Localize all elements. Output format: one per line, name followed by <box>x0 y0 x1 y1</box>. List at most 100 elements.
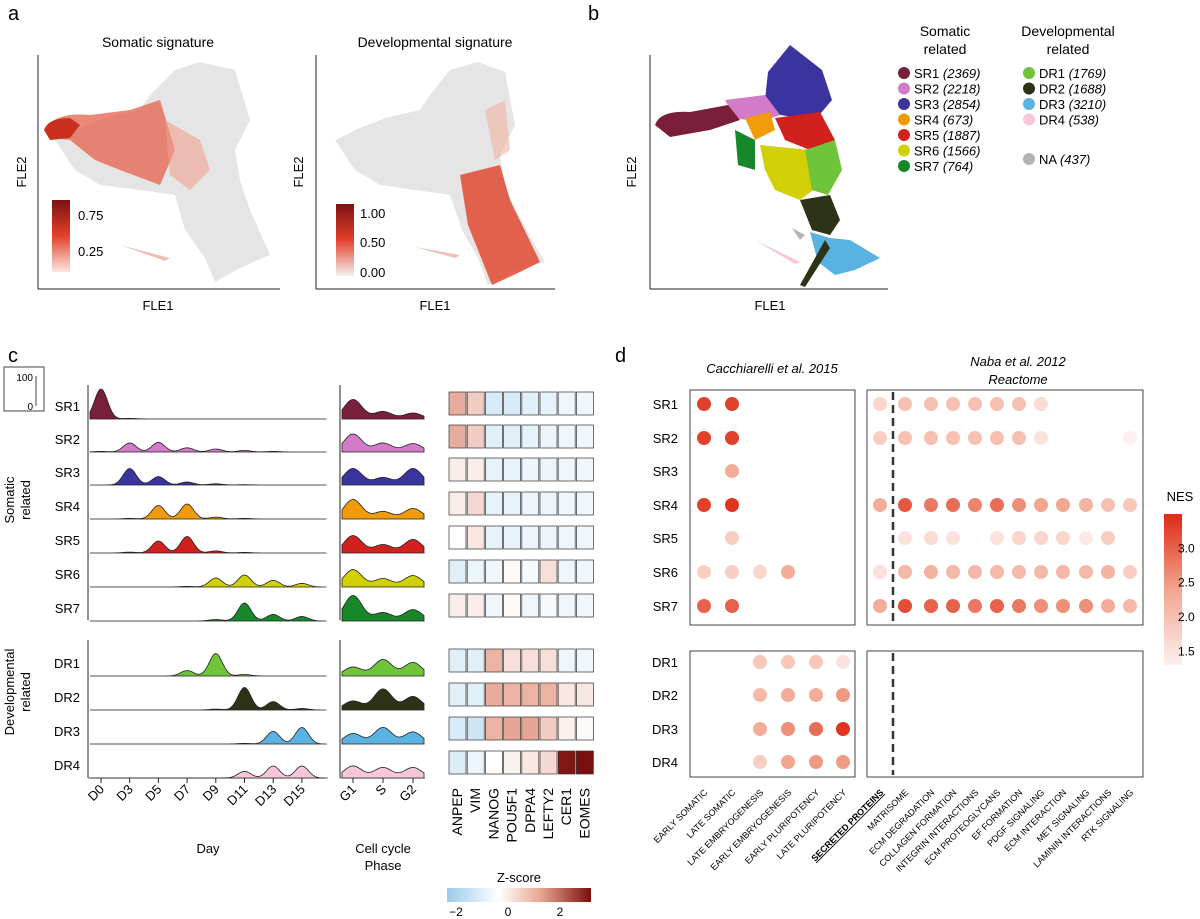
heatmap-cell <box>503 525 521 550</box>
plot-frame <box>689 650 856 778</box>
group-label-somatic: related <box>18 480 33 520</box>
heatmap-cell <box>503 682 521 707</box>
heatmap-cell <box>557 716 576 741</box>
nes-dot <box>1012 397 1026 411</box>
nes-dot <box>753 655 767 669</box>
row-label: DR2 <box>54 690 80 705</box>
heatmap-cell <box>539 682 558 707</box>
cluster-embedding <box>655 45 880 287</box>
legend-item-label: NA (437) <box>1039 152 1090 167</box>
nes-dot <box>924 397 938 411</box>
legend-header-developmental: related <box>1047 41 1090 57</box>
plot-frame <box>866 650 1144 778</box>
heatmap-cell <box>448 559 467 584</box>
heatmap-cell <box>485 457 503 482</box>
nes-dot <box>946 431 960 445</box>
left-panel-title: Cacchiarelli et al. 2015 <box>706 361 838 376</box>
heatmap-column-label: POU5F1 <box>504 788 520 843</box>
legend-item-sr2: SR2 (2218) <box>898 82 980 97</box>
legend-swatch <box>1023 153 1035 165</box>
row-label: SR2 <box>55 432 80 447</box>
heatmap-cell <box>503 391 521 416</box>
plot-frame <box>689 389 856 626</box>
x-axis-label-phase: Phase <box>365 858 402 873</box>
day-tick-label: D5 <box>142 782 164 804</box>
nes-dot <box>990 498 1004 512</box>
heatmap-cell <box>503 716 521 741</box>
nes-dot <box>1012 599 1026 613</box>
nes-dot <box>990 565 1004 579</box>
heatmap-cell <box>576 750 594 775</box>
legend-item-label: SR1 (2369) <box>914 66 980 81</box>
nes-tick-label: 2.0 <box>1178 610 1195 624</box>
row-label: SR1 <box>55 399 80 414</box>
day-ridge-sr4 <box>90 503 326 520</box>
nes-dot <box>809 722 823 736</box>
nes-dot <box>924 565 938 579</box>
day-tick-label: D15 <box>281 782 308 809</box>
nes-dot <box>697 431 711 445</box>
heatmap-cell <box>557 457 576 482</box>
legend-item-sr5: SR5 (1887) <box>898 128 980 143</box>
cluster-legend: Somatic related Developmental related SR… <box>898 23 1115 174</box>
nes-dot <box>781 722 795 736</box>
nes-dotplot: Cacchiarelli et al. 2015 Naba et al. 201… <box>652 354 1195 874</box>
legend-item-label: DR2 (1688) <box>1039 82 1106 97</box>
legend-swatch <box>1023 98 1035 110</box>
heatmap-cell <box>576 559 594 584</box>
heatmap-cell <box>521 424 540 449</box>
heatmap-cell <box>539 593 558 618</box>
heatmap-cell <box>521 559 540 584</box>
nes-dot <box>725 565 739 579</box>
nes-dot <box>1079 599 1093 613</box>
day-tick-label: D11 <box>224 782 251 809</box>
cell-cycle-ridge-sr2 <box>341 433 425 453</box>
heatmap-cell <box>576 716 594 741</box>
heatmap-cell <box>557 750 576 775</box>
cell-cycle-ridge-dr4 <box>341 765 425 779</box>
legend-swatch <box>898 144 910 157</box>
nes-dot <box>725 498 739 512</box>
heatmap-cell <box>539 391 558 416</box>
cell-cycle-ridge-sr5 <box>341 535 425 554</box>
heatmap-cell <box>576 525 594 550</box>
nes-dot <box>898 498 912 512</box>
legend-item-dr4: DR4 (538) <box>1023 113 1099 128</box>
legend-swatch <box>1023 113 1035 126</box>
cluster-embedding-plot: FLE2 FLE1 <box>624 45 888 313</box>
scale-bar-top: 100 <box>16 373 33 384</box>
heatmap-cell <box>485 682 503 707</box>
heatmap-cell <box>576 648 594 673</box>
nes-dots <box>697 397 1137 769</box>
heatmap-cell <box>466 391 485 416</box>
nes-dot <box>753 688 767 702</box>
day-ridge-dr2 <box>90 687 326 711</box>
row-label: SR3 <box>653 464 678 479</box>
legend-item-label: SR7 (764) <box>914 159 973 174</box>
heatmap-column-label: LEFTY2 <box>540 788 556 840</box>
x-axis-label-cell-cycle: Cell cycle <box>355 841 411 856</box>
nes-dot <box>1034 498 1048 512</box>
row-label: SR6 <box>55 567 80 582</box>
panel-label-a: a <box>8 3 20 25</box>
heatmap-column-label: NANOG <box>485 788 501 839</box>
row-label: SR6 <box>653 565 678 580</box>
legend-item-label: DR3 (3210) <box>1039 97 1106 112</box>
heatmap-cell <box>485 716 503 741</box>
legend-item-sr6: SR6 (1566) <box>898 144 980 159</box>
nes-dot <box>946 599 960 613</box>
nes-dot <box>781 565 795 579</box>
nes-dot <box>1034 599 1048 613</box>
heatmap-cell <box>576 491 594 516</box>
axis-label-fle2: FLE2 <box>624 156 639 187</box>
day-ridge-sr6 <box>90 574 327 588</box>
nes-dot <box>873 599 887 613</box>
nes-dot <box>946 531 960 545</box>
heatmap-cell <box>539 648 558 673</box>
heatmap-cell <box>485 750 503 775</box>
nes-dot <box>781 755 795 769</box>
nes-dot <box>1012 498 1026 512</box>
nes-dot <box>697 599 711 613</box>
day-ridge-dr3 <box>90 727 327 745</box>
